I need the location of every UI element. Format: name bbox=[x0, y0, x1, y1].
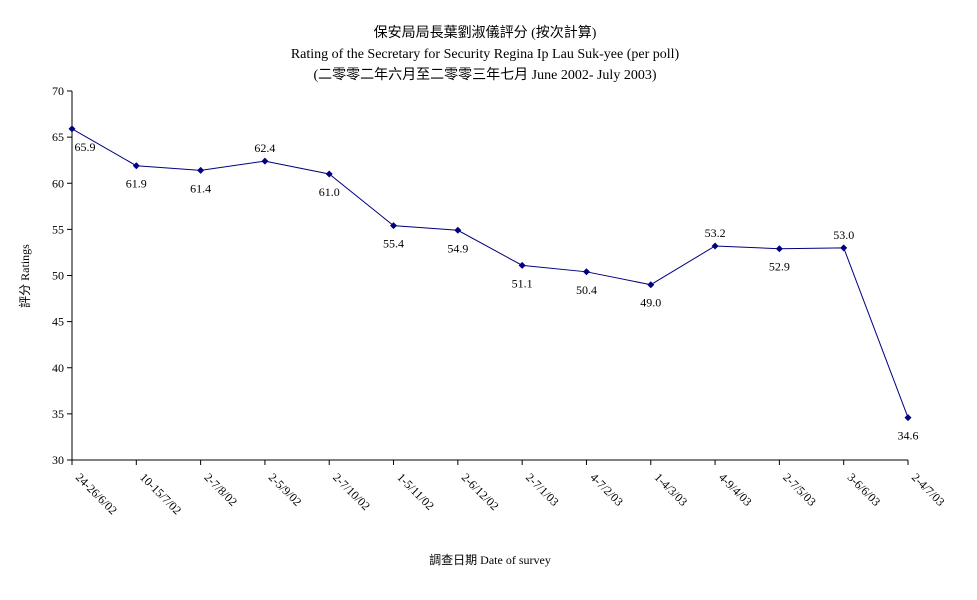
x-tick-label: 2-4/7/03 bbox=[909, 470, 948, 509]
data-label: 53.0 bbox=[833, 228, 854, 242]
y-tick-label: 55 bbox=[52, 222, 64, 236]
x-tick-label: 1-4/3/03 bbox=[652, 470, 691, 509]
x-tick-label: 1-5/11/02 bbox=[394, 470, 437, 513]
data-point bbox=[775, 245, 783, 253]
data-point bbox=[647, 281, 655, 289]
chart-subtitle: Rating of the Secretary for Security Reg… bbox=[291, 47, 680, 62]
y-tick-label: 40 bbox=[52, 361, 64, 375]
chart-title: 保安局局長葉劉淑儀評分 (按次計算) bbox=[374, 25, 597, 41]
y-axis-title: 評分 Ratings bbox=[17, 244, 32, 308]
data-point bbox=[68, 125, 76, 133]
x-tick-label: 2-7/10/02 bbox=[330, 470, 373, 513]
data-label: 61.4 bbox=[190, 181, 211, 195]
y-tick-label: 70 bbox=[52, 84, 64, 98]
data-point bbox=[518, 261, 526, 269]
data-label: 49.0 bbox=[640, 296, 661, 310]
chart-subtitle-period: (二零零二年六月至二零零三年七月 June 2002- July 2003) bbox=[314, 67, 657, 83]
x-tick-label: 10-15/7/02 bbox=[137, 470, 184, 517]
data-point bbox=[325, 170, 333, 178]
x-tick-label: 2-7/8/02 bbox=[201, 470, 240, 509]
data-label: 52.9 bbox=[769, 260, 790, 274]
data-label: 53.2 bbox=[705, 226, 726, 240]
data-point bbox=[711, 242, 719, 250]
x-axis-title: 調查日期 Date of survey bbox=[429, 553, 551, 567]
data-label: 65.9 bbox=[75, 140, 96, 154]
x-tick-label: 24-26/6/02 bbox=[73, 470, 120, 517]
data-point bbox=[582, 268, 590, 276]
y-tick-label: 45 bbox=[52, 315, 64, 329]
data-labels-layer: 65.9 61.9 61.4 62.4 61.0 55.4 54.9 51.1 50.4 49.0… bbox=[75, 140, 919, 443]
data-label: 34.6 bbox=[898, 429, 919, 443]
x-tick-label: 4-9/4/03 bbox=[716, 470, 755, 509]
y-tick-label: 50 bbox=[52, 269, 64, 283]
data-label: 50.4 bbox=[576, 283, 597, 297]
data-point bbox=[132, 162, 140, 170]
data-point bbox=[840, 244, 848, 252]
x-tick-label: 3-6/6/03 bbox=[845, 470, 884, 509]
data-point bbox=[904, 414, 912, 422]
data-label: 62.4 bbox=[254, 141, 275, 155]
x-tick-label: 2-5/9/02 bbox=[266, 470, 305, 509]
data-point bbox=[197, 166, 205, 174]
data-point bbox=[454, 226, 462, 234]
axes: 30 35 40 45 50 55 60 65 70 24-26/6/02 10-15/7/02 2-… bbox=[52, 84, 948, 517]
x-tick-label: 2-6/12/02 bbox=[459, 470, 502, 513]
data-point bbox=[390, 222, 398, 230]
x-tick-label: 2-7/1/03 bbox=[523, 470, 562, 509]
series-line bbox=[71, 128, 909, 418]
data-label: 55.4 bbox=[383, 237, 404, 251]
x-tick-label: 2-7/5/03 bbox=[780, 470, 819, 509]
series-line-layer bbox=[68, 125, 912, 422]
data-label: 61.0 bbox=[319, 185, 340, 199]
y-tick-label: 65 bbox=[52, 130, 64, 144]
data-label: 54.9 bbox=[447, 241, 468, 255]
data-label: 61.9 bbox=[126, 177, 147, 191]
data-point bbox=[261, 157, 269, 165]
y-tick-label: 60 bbox=[52, 176, 64, 190]
x-tick-label: 4-7/2/03 bbox=[587, 470, 626, 509]
y-tick-label: 35 bbox=[52, 407, 64, 421]
data-label: 51.1 bbox=[512, 276, 533, 290]
y-tick-label: 30 bbox=[52, 453, 64, 467]
